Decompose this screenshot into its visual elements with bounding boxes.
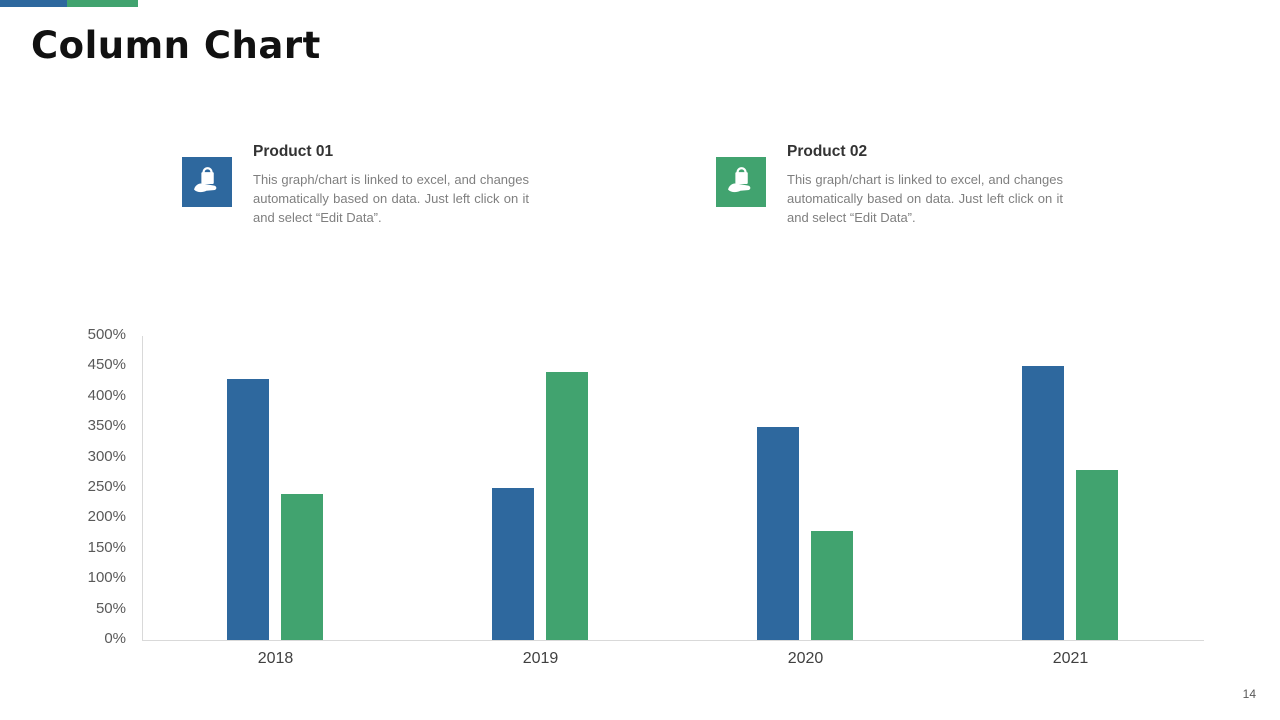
product-02-icon-tile xyxy=(716,157,766,207)
bar-product-02-2021[interactable] xyxy=(1076,469,1118,640)
accent-bar-blue xyxy=(0,0,67,7)
product-02-description: This graph/chart is linked to excel, and… xyxy=(787,172,1063,225)
y-axis-tick-label: 50% xyxy=(95,599,126,617)
y-axis-tick-label: 100% xyxy=(87,569,126,587)
y-axis-line xyxy=(142,336,143,641)
x-axis-category-label: 2018 xyxy=(257,650,294,667)
product-01-callout: Product 01 This graph/chart is linked to… xyxy=(253,143,556,227)
bar-product-01-2018[interactable] xyxy=(227,378,269,640)
bar-product-01-2020[interactable] xyxy=(757,427,799,640)
accent-bar-green xyxy=(67,0,138,7)
y-axis-tick-label: 300% xyxy=(87,447,126,465)
y-axis-tick-label: 200% xyxy=(87,508,126,526)
product-01-description: This graph/chart is linked to excel, and… xyxy=(253,172,529,225)
bar-product-02-2020[interactable] xyxy=(811,530,853,640)
bar-product-01-2019[interactable] xyxy=(492,488,534,640)
page-number: 14 xyxy=(1242,687,1256,701)
x-axis-category-label: 2020 xyxy=(787,650,824,667)
y-axis-tick-label: 350% xyxy=(87,417,126,435)
hand-holding-bag-icon xyxy=(723,162,759,203)
y-axis-tick-label: 0% xyxy=(104,630,126,647)
hand-holding-bag-icon xyxy=(189,162,225,203)
x-axis-category-label: 2019 xyxy=(522,650,559,667)
bar-product-02-2019[interactable] xyxy=(546,372,588,640)
y-axis-tick-label: 500% xyxy=(87,326,126,343)
y-axis-tick-label: 400% xyxy=(87,386,126,404)
y-axis-tick-label: 450% xyxy=(87,356,126,374)
bar-product-01-2021[interactable] xyxy=(1022,366,1064,640)
y-axis-tick-label: 250% xyxy=(87,478,126,495)
bar-product-02-2018[interactable] xyxy=(281,494,323,640)
product-02-callout: Product 02 This graph/chart is linked to… xyxy=(787,143,1090,227)
x-axis-category-label: 2021 xyxy=(1052,650,1089,667)
y-axis-tick-label: 150% xyxy=(87,538,126,556)
page-title: Column Chart xyxy=(31,24,321,67)
x-axis-line xyxy=(142,640,1204,641)
product-01-name: Product 01 xyxy=(253,143,334,160)
product-02-name: Product 02 xyxy=(787,143,868,160)
product-01-icon-tile xyxy=(182,157,232,207)
